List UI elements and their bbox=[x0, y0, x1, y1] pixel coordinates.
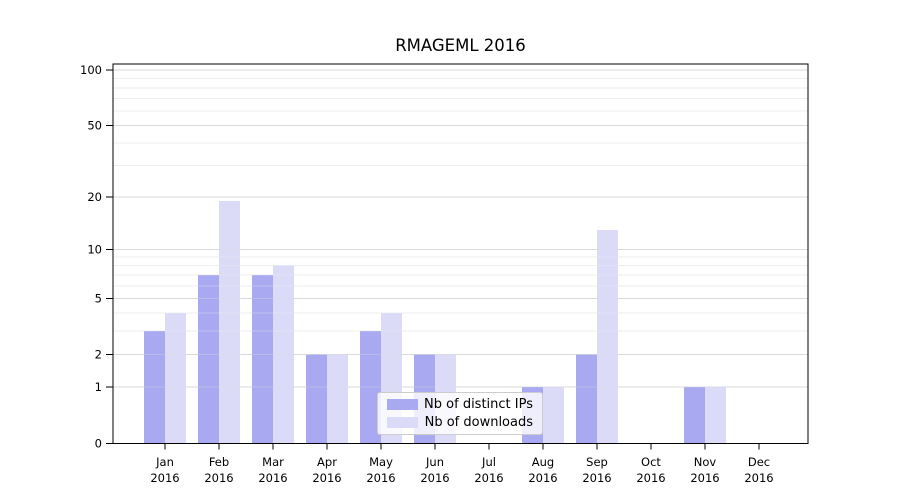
x-tick-label: Mar 2016 bbox=[258, 455, 287, 485]
x-tick-label: May 2016 bbox=[366, 455, 395, 485]
y-tick-label: 1 bbox=[95, 380, 102, 394]
y-tick-label: 20 bbox=[87, 190, 102, 204]
x-tick-label: Feb 2016 bbox=[204, 455, 233, 485]
bar-feb-s0 bbox=[198, 275, 219, 444]
bar-apr-s0 bbox=[306, 354, 327, 444]
bar-jan-s1 bbox=[165, 313, 186, 444]
y-tick-label: 50 bbox=[87, 118, 102, 132]
legend-label-downloads: Nb of downloads bbox=[424, 414, 533, 430]
x-tick-label: Aug 2016 bbox=[528, 455, 557, 485]
y-tick-label: 5 bbox=[95, 291, 102, 305]
bar-nov-s1 bbox=[705, 387, 726, 444]
bar-sep-s1 bbox=[597, 229, 618, 444]
y-tick-label: 10 bbox=[87, 242, 102, 256]
legend-swatch-distinct-ips bbox=[387, 399, 418, 411]
bar-feb-s1 bbox=[219, 200, 240, 444]
chart-title: RMAGEML 2016 bbox=[395, 36, 526, 55]
x-tick-label: Nov 2016 bbox=[690, 455, 719, 485]
bar-apr-s1 bbox=[327, 354, 348, 444]
x-tick-label: Dec 2016 bbox=[744, 455, 773, 485]
legend-label-distinct-ips: Nb of distinct IPs bbox=[424, 397, 533, 413]
legend-swatch-downloads bbox=[387, 416, 418, 428]
y-tick-label: 100 bbox=[80, 63, 102, 77]
bar-mar-s0 bbox=[252, 275, 273, 444]
x-tick-label: Jul 2016 bbox=[474, 455, 503, 485]
legend: Nb of distinct IPs Nb of downloads bbox=[377, 392, 543, 435]
bar-nov-s0 bbox=[684, 387, 705, 444]
bar-jan-s0 bbox=[144, 331, 165, 444]
x-tick-label: Jan 2016 bbox=[150, 455, 179, 485]
y-tick-label: 2 bbox=[95, 347, 102, 361]
x-tick-label: Jun 2016 bbox=[420, 455, 449, 485]
bar-may-s0 bbox=[360, 331, 381, 444]
y-tick-label: 0 bbox=[95, 436, 102, 450]
bar-mar-s1 bbox=[273, 265, 294, 444]
x-tick-label: Apr 2016 bbox=[312, 455, 341, 485]
x-tick-label: Sep 2016 bbox=[582, 455, 611, 485]
bar-aug-s1 bbox=[543, 387, 564, 444]
legend-item-downloads: Nb of downloads bbox=[387, 415, 533, 430]
axis-ticks bbox=[106, 69, 760, 450]
legend-item-distinct-ips: Nb of distinct IPs bbox=[387, 397, 533, 412]
gridlines-overlay bbox=[113, 69, 808, 388]
bar-sep-s0 bbox=[576, 354, 597, 444]
plot-border bbox=[112, 63, 809, 444]
x-tick-label: Oct 2016 bbox=[636, 455, 665, 485]
